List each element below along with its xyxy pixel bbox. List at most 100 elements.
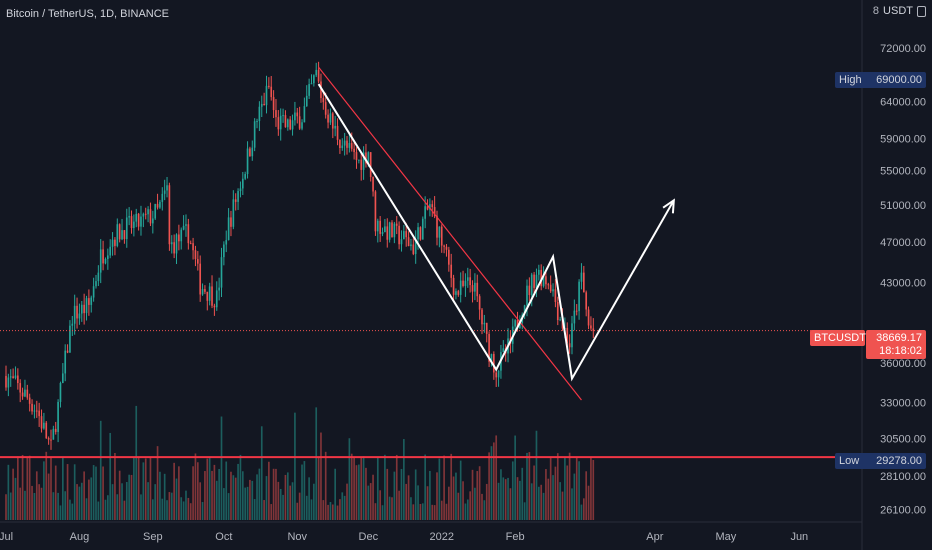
candle-body (12, 376, 14, 379)
candle-body (398, 225, 400, 245)
candle-body (474, 282, 476, 292)
volume-bar (317, 457, 320, 520)
volume-bar (104, 499, 107, 520)
volume-bar (310, 499, 313, 520)
volume-bar (365, 467, 367, 520)
candle-body (353, 148, 355, 153)
candle-body (445, 246, 448, 250)
volume-bar (592, 459, 595, 520)
candle-body (239, 188, 242, 192)
candle-body (107, 255, 109, 259)
candle-body (374, 191, 377, 232)
volume-bar (433, 505, 436, 520)
volume-bar (582, 498, 585, 520)
candle-body (59, 382, 62, 402)
candle-body (369, 152, 372, 177)
volume-bar (459, 460, 462, 520)
volume-bar (426, 486, 429, 520)
candle-body (90, 297, 93, 305)
candle-body (471, 285, 474, 292)
candle-body (151, 218, 154, 224)
volume-bar (253, 499, 256, 520)
candle-body (573, 310, 576, 324)
volume-bar (339, 499, 341, 520)
x-tick-label: Sep (143, 531, 163, 543)
candle-body (429, 204, 431, 210)
currency-selector[interactable]: 8 USDT (873, 5, 926, 17)
volume-bar (31, 485, 33, 520)
candle-body (166, 185, 168, 191)
candle-body (436, 215, 438, 238)
candle-body (327, 114, 329, 123)
candle-body (260, 103, 263, 107)
volume-bar (244, 487, 247, 520)
volume-bar (443, 455, 445, 520)
candle-body (331, 113, 334, 129)
candle-body (85, 298, 88, 314)
candle-body (400, 239, 403, 245)
candle-body (140, 216, 142, 227)
candle-body (265, 85, 268, 106)
candle-body (301, 122, 303, 129)
volume-bar (566, 465, 569, 520)
volume-bar (64, 491, 67, 520)
volume-bar (220, 416, 223, 520)
x-tick-label: 2022 (429, 531, 453, 543)
volume-bar (69, 499, 71, 520)
candle-body (315, 69, 318, 76)
volume-bar (35, 471, 38, 520)
volume-bar (350, 453, 353, 520)
volume-bar (533, 465, 535, 520)
candle-body (448, 249, 450, 265)
volume-bar (76, 484, 78, 520)
last-price-value: 38669.17 (876, 332, 922, 344)
volume-bar (403, 439, 405, 520)
volume-bar (45, 451, 48, 520)
volume-bar (324, 451, 327, 520)
candle-body (585, 292, 588, 310)
volume-bar (464, 503, 467, 520)
candle-body (365, 152, 367, 164)
candle-body (433, 207, 436, 216)
volume-bar (405, 483, 408, 520)
candle-body (187, 224, 190, 244)
candle-body (334, 125, 336, 129)
candle-body (5, 375, 7, 388)
volume-bar (121, 483, 123, 520)
candle-body (559, 319, 561, 321)
volume-bar (175, 478, 178, 520)
candle-body (403, 231, 405, 240)
volume-bar (327, 504, 329, 520)
x-tick-label: Oct (215, 531, 232, 543)
candle-body (7, 377, 10, 388)
x-tick-label: Feb (506, 531, 525, 543)
volume-bar (440, 500, 443, 520)
candle-body (535, 274, 538, 288)
candle-body (298, 116, 301, 129)
volume-bar (246, 486, 249, 520)
candle-body (118, 224, 121, 240)
candle-body (26, 389, 29, 398)
volume-bar (535, 430, 538, 520)
volume-bar (140, 494, 142, 520)
volume-bar (526, 452, 528, 520)
candle-body (92, 286, 95, 298)
candle-body (50, 439, 52, 441)
y-tick-label: 55000.00 (880, 165, 926, 177)
square-icon (917, 5, 926, 17)
candle-body (414, 239, 417, 254)
volume-bar (161, 498, 164, 520)
volume-bar (538, 486, 540, 520)
volume-bar (90, 477, 93, 520)
candle-body (405, 231, 408, 238)
high-label: High (839, 74, 862, 86)
volume-bar (173, 462, 175, 520)
volume-bar (395, 454, 398, 520)
candle-body (341, 145, 344, 149)
candle-body (542, 276, 545, 287)
candle-body (76, 305, 78, 319)
candle-body (244, 174, 247, 179)
volume-bar (185, 490, 187, 520)
candle-body (578, 281, 580, 312)
